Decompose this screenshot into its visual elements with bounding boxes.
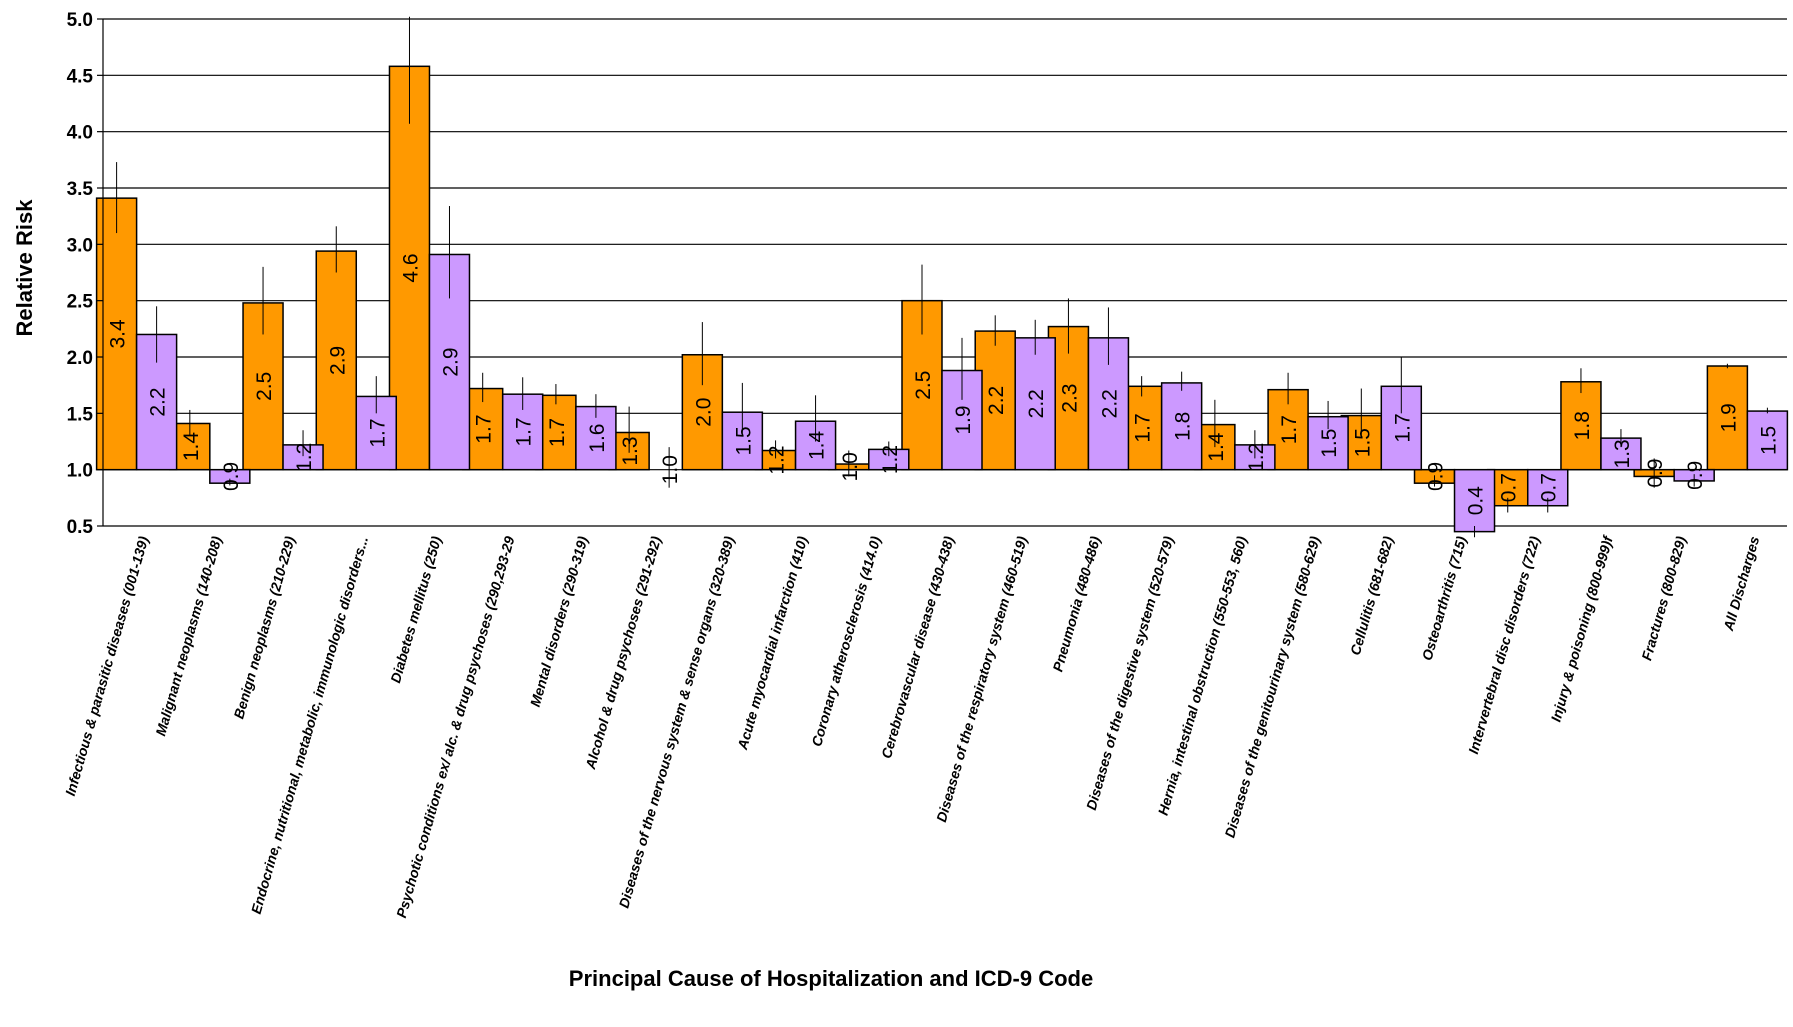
data-label-s1-6: 1.7 — [546, 418, 569, 447]
category-label-9: Acute myocardial infarction (410) — [734, 534, 811, 752]
data-label-s2-3: 1.7 — [366, 418, 389, 447]
data-label-s1-3: 2.9 — [326, 346, 349, 375]
y-tick-label-4: 2.5 — [67, 292, 94, 313]
data-label-s1-2: 2.5 — [253, 372, 276, 401]
data-label-s1-18: 0.9 — [1425, 462, 1448, 491]
y-tick-label-5: 3.0 — [67, 235, 93, 256]
data-label-s1-15: 1.4 — [1205, 432, 1228, 462]
data-label-s1-5: 1.7 — [473, 415, 496, 444]
category-label-12: Diseases of the respiratory system (460-… — [933, 534, 1030, 824]
y-tick-label-8: 4.5 — [67, 66, 94, 87]
data-label-s2-6: 1.6 — [586, 424, 609, 453]
bar-s1-22 — [1706, 365, 1749, 471]
data-label-s2-21: 0.9 — [1684, 461, 1707, 490]
data-label-s2-11: 1.9 — [952, 405, 975, 434]
data-label-s2-18: 0.4 — [1465, 486, 1488, 516]
data-label-s1-12: 2.2 — [985, 386, 1008, 415]
y-tick-label-2: 1.5 — [67, 404, 94, 425]
y-tick-label-1: 1.0 — [67, 461, 93, 482]
error-bars — [116, 16, 1768, 538]
data-label-s2-19: 0.7 — [1538, 473, 1561, 502]
data-label-s2-0: 2.2 — [147, 387, 170, 416]
category-label-15: Hernia, intestinal obstruction (550-553,… — [1155, 534, 1250, 817]
data-label-s1-9: 1.2 — [766, 445, 789, 474]
data-label-s2-7: 1.0 — [659, 455, 682, 484]
bar-s2-18 — [1453, 468, 1496, 533]
data-label-s2-10: 1.2 — [879, 445, 902, 474]
category-label-19: Intervertebral disc disorders (722) — [1465, 534, 1543, 756]
y-tick-label-7: 4.0 — [67, 123, 93, 144]
data-label-s1-13: 2.3 — [1058, 384, 1081, 413]
bar-s1-2 — [242, 302, 284, 471]
data-label-s2-2: 1.2 — [293, 443, 316, 472]
category-label-10: Coronary atherosclerosis (414.0) — [808, 534, 884, 748]
bar-s2-14 — [1160, 382, 1203, 471]
data-label-s2-15: 1.2 — [1245, 443, 1268, 472]
data-label-s2-13: 2.2 — [1098, 389, 1121, 418]
x-axis-title: Principal Cause of Hospitalization and I… — [569, 966, 1093, 991]
category-label-17: Cellulitis (681-682) — [1347, 534, 1396, 657]
data-label-s2-22: 1.5 — [1757, 426, 1780, 455]
data-label-s1-7: 1.3 — [619, 436, 642, 465]
bar-s1-3 — [315, 250, 358, 471]
bar-s2-12 — [1014, 337, 1056, 471]
data-label-s1-8: 2.0 — [692, 398, 715, 427]
y-tick-label-3: 2.0 — [67, 348, 93, 369]
data-label-s1-0: 3.4 — [107, 319, 130, 349]
data-label-s1-10: 1.0 — [839, 452, 862, 481]
category-label-11: Cerebrovascular disease (430-438) — [878, 534, 957, 760]
data-label-s2-8: 1.5 — [732, 426, 755, 455]
data-label-s1-17: 1.5 — [1351, 428, 1374, 457]
data-label-s1-19: 0.7 — [1498, 473, 1521, 502]
data-label-s1-1: 1.4 — [180, 432, 203, 462]
y-tick-label-0: 0.5 — [67, 517, 94, 538]
data-label-s2-9: 1.4 — [806, 431, 829, 461]
category-label-4: Diabetes mellitus (250) — [387, 534, 444, 685]
data-label-s2-16: 1.5 — [1318, 429, 1341, 458]
data-label-s2-1: 0.9 — [220, 462, 243, 491]
data-label-s1-16: 1.7 — [1278, 415, 1301, 444]
category-label-20: Injury & poisoning (800-999)f — [1547, 533, 1616, 723]
data-label-s2-12: 2.2 — [1025, 389, 1048, 418]
data-label-s1-22: 1.9 — [1717, 403, 1740, 432]
data-label-s2-20: 1.3 — [1611, 439, 1634, 468]
category-label-22: All Discharges — [1720, 534, 1763, 633]
category-label-21: Fractures (800-829) — [1638, 534, 1689, 662]
y-axis-title: Relative Risk — [12, 199, 37, 337]
bar-s2-22 — [1746, 410, 1789, 471]
data-label-s2-14: 1.8 — [1172, 412, 1195, 441]
data-label-s1-4: 4.6 — [399, 253, 422, 282]
data-label-s1-11: 2.5 — [912, 371, 935, 400]
data-label-s1-20: 1.8 — [1571, 411, 1594, 440]
data-label-s1-14: 1.7 — [1132, 413, 1155, 442]
y-tick-label-9: 5.0 — [67, 10, 93, 31]
category-label-14: Diseases of the digestive system (520-57… — [1083, 534, 1177, 812]
category-label-0: Infectious & parasitic diseases (001-139… — [62, 534, 152, 798]
category-label-1: Malignant neoplasms (140-208) — [152, 534, 225, 738]
data-labels: 3.4 1.4 2.5 2.9 4.6 1.7 1.7 1.3 2.0 1.2 1.0 2.5 2.2 2… — [107, 253, 1781, 515]
category-label-2: Benign neoplasms (210-229) — [230, 534, 298, 720]
data-label-s2-4: 2.9 — [439, 347, 462, 376]
category-label-7: Alcohol & drug psychoses (291-292) — [582, 534, 664, 772]
category-label-13: Pneumonia (480-486) — [1049, 534, 1103, 673]
data-label-s2-17: 1.7 — [1391, 413, 1414, 442]
category-label-18: Osteoarthritis (715) — [1419, 534, 1470, 662]
bars — [95, 65, 1789, 533]
y-tick-label-6: 3.5 — [67, 179, 94, 200]
category-label-6: Mental disorders (290-319) — [527, 534, 591, 709]
bar-s1-20 — [1560, 381, 1602, 471]
data-label-s1-21: 0.9 — [1644, 458, 1667, 487]
data-label-s2-5: 1.7 — [513, 417, 536, 446]
